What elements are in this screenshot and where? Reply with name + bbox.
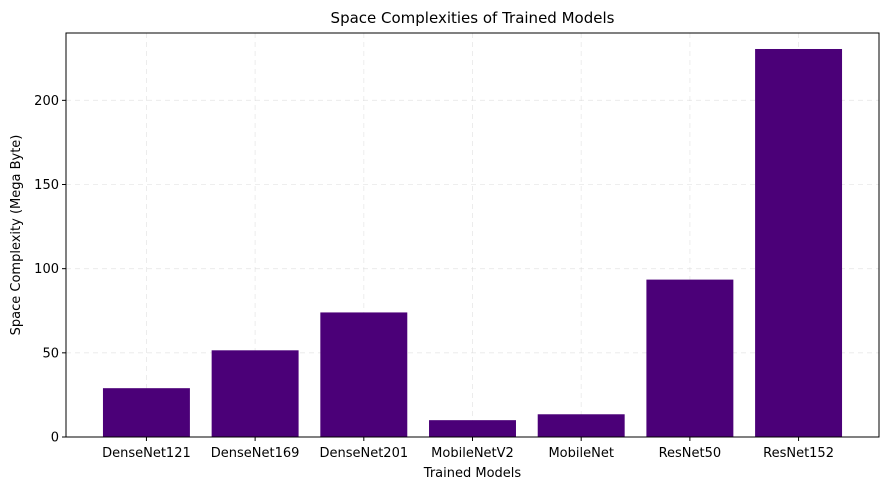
bar-densenet201 bbox=[320, 312, 408, 437]
bar-mobilenet bbox=[537, 414, 625, 437]
y-tick-label: 150 bbox=[34, 178, 59, 193]
x-axis: DenseNet121 DenseNet169 DenseNet201 MobileN… bbox=[102, 437, 834, 461]
bar-resnet50 bbox=[646, 279, 734, 437]
bar-densenet121 bbox=[102, 388, 190, 437]
chart-title: Space Complexities of Trained Models bbox=[331, 9, 615, 27]
bar-densenet169 bbox=[211, 350, 299, 437]
bar-resnet152 bbox=[755, 48, 843, 437]
y-tick-label: 0 bbox=[51, 431, 59, 446]
y-axis: 0 50 100 150 200 bbox=[34, 94, 66, 446]
x-tick-label: MobileNetV2 bbox=[431, 446, 514, 461]
y-tick-label: 50 bbox=[42, 346, 59, 361]
x-axis-label: Trained Models bbox=[423, 466, 522, 481]
y-axis-label: Space Complexity (Mega Byte) bbox=[9, 135, 24, 336]
bar-mobilenetv2 bbox=[429, 420, 516, 437]
x-tick-label: DenseNet169 bbox=[211, 446, 300, 461]
x-tick-label: MobileNet bbox=[548, 446, 613, 461]
x-tick-label: ResNet50 bbox=[659, 446, 722, 461]
y-tick-label: 200 bbox=[34, 94, 59, 109]
x-tick-label: ResNet152 bbox=[763, 446, 834, 461]
x-tick-label: DenseNet121 bbox=[102, 446, 191, 461]
y-tick-label: 100 bbox=[34, 262, 59, 277]
bars bbox=[102, 48, 843, 437]
x-tick-label: DenseNet201 bbox=[319, 446, 408, 461]
